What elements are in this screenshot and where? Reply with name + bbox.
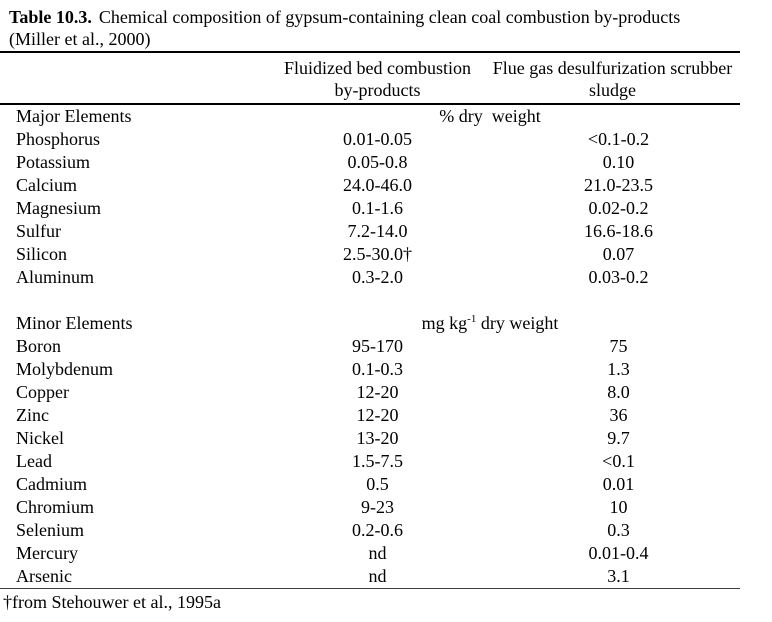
fgd-value-cell: 1.3	[607, 359, 630, 379]
element-name-cell: Zinc	[16, 405, 49, 425]
table-row: Selenium 0.2-0.6 0.3	[0, 519, 740, 542]
fbc-value-cell: 7.2-14.0	[347, 221, 408, 241]
table-row: Sulfur 7.2-14.0 16.6-18.6	[0, 220, 740, 243]
unit-prefix: % dry weight	[439, 106, 541, 126]
column-header-fbc: Fluidized bed combustion by-products	[270, 52, 485, 105]
section-header-row: Minor Elements mg kg-1 dry weight	[0, 312, 740, 335]
fbc-value-cell: 0.3-2.0	[352, 267, 403, 287]
fbc-value-cell: 13-20	[356, 428, 399, 448]
element-name-cell: Calcium	[16, 175, 77, 195]
element-name-cell: Lead	[16, 451, 52, 471]
table-row: Arsenic nd 3.1	[0, 565, 740, 589]
fbc-value-cell: 9-23	[361, 497, 394, 517]
fgd-value-cell: 10	[609, 497, 628, 517]
fgd-value-cell: 36	[609, 405, 628, 425]
section-header-row: Major Elements % dry weight	[0, 104, 740, 128]
header-row: Fluidized bed combustion by-products Flu…	[0, 52, 740, 105]
element-name-cell: Selenium	[16, 520, 84, 540]
fgd-value-cell: 0.07	[602, 244, 635, 264]
table-row: Potassium 0.05-0.8 0.10	[0, 151, 740, 174]
table-row: Magnesium 0.1-1.6 0.02-0.2	[0, 197, 740, 220]
unit-label: mg kg-1 dry weight	[270, 312, 740, 335]
column-header-empty	[0, 52, 270, 105]
composition-table: Fluidized bed combustion by-products Flu…	[0, 51, 740, 589]
table-row: Calcium 24.0-46.0 21.0-23.5	[0, 174, 740, 197]
element-name-cell: Boron	[16, 336, 61, 356]
fbc-value-cell: 0.1-1.6	[352, 198, 403, 218]
unit-prefix: mg kg	[421, 313, 468, 333]
table-body: Major Elements % dry weight Phosphorus 0.01…	[0, 104, 740, 589]
section-name: Major Elements	[16, 106, 132, 126]
element-name-cell: Magnesium	[16, 198, 101, 218]
fgd-value-cell: 0.10	[602, 152, 635, 172]
fbc-value-cell: 0.05-0.8	[347, 152, 408, 172]
fbc-value-cell: 0.5	[366, 474, 389, 494]
table-caption-number: Table 10.3.	[9, 7, 92, 27]
table-row: Molybdenum 0.1-0.3 1.3	[0, 358, 740, 381]
unit-label: % dry weight	[270, 104, 740, 128]
element-name-cell: Chromium	[16, 497, 95, 517]
table-row: Mercury nd 0.01-0.4	[0, 542, 740, 565]
fgd-value-cell: 0.01	[602, 474, 635, 494]
fgd-value-cell: 3.1	[607, 566, 630, 586]
fgd-value-cell: 9.7	[607, 428, 630, 448]
element-name-cell: Potassium	[16, 152, 91, 172]
unit-suffix: dry weight	[476, 313, 559, 333]
unit-superscript: -1	[467, 313, 477, 325]
fgd-value-cell: <0.1	[602, 451, 635, 471]
table-row: Phosphorus 0.01-0.05 <0.1-0.2	[0, 128, 740, 151]
table-row: Zinc 12-20 36	[0, 404, 740, 427]
fgd-value-cell: 0.03-0.2	[588, 267, 649, 287]
fgd-value-cell: 0.01-0.4	[588, 543, 649, 563]
table-row: Silicon 2.5-30.0† 0.07	[0, 243, 740, 266]
fbc-value-cell: 12-20	[356, 405, 399, 425]
fgd-value-cell: 16.6-18.6	[584, 221, 653, 241]
element-name-cell: Nickel	[16, 428, 64, 448]
table-row: Cadmium 0.5 0.01	[0, 473, 740, 496]
spacer-cell	[0, 289, 740, 312]
element-name-cell: Copper	[16, 382, 69, 402]
fbc-value-cell: 2.5-30.0†	[343, 244, 412, 264]
table-header: Fluidized bed combustion by-products Flu…	[0, 52, 740, 105]
fgd-value-cell: 75	[609, 336, 628, 356]
element-name-cell: Silicon	[16, 244, 68, 264]
table-footnote: †from Stehouwer et al., 1995a	[3, 592, 221, 612]
element-name-cell: Sulfur	[16, 221, 61, 241]
fgd-value-cell: <0.1-0.2	[587, 129, 650, 149]
table-caption: Table 10.3. Chemical composition of gypsu…	[9, 6, 762, 28]
fgd-value-cell: 0.02-0.2	[588, 198, 649, 218]
fbc-value-cell: 0.2-0.6	[352, 520, 403, 540]
fgd-value-cell: 21.0-23.5	[584, 175, 653, 195]
column-header-fgd: Flue gas desulfurization scrubber sludge	[485, 52, 740, 105]
table-row: Boron 95-170 75	[0, 335, 740, 358]
table-caption-citation: (Miller et al., 2000)	[9, 29, 151, 49]
element-name-cell: Mercury	[16, 543, 78, 563]
fbc-value-cell: nd	[368, 543, 387, 563]
fbc-value-cell: 0.1-0.3	[352, 359, 403, 379]
fbc-value-cell: 1.5-7.5	[352, 451, 403, 471]
fgd-value-cell: 0.3	[607, 520, 630, 540]
table-row: Nickel 13-20 9.7	[0, 427, 740, 450]
fbc-value-cell: nd	[368, 566, 387, 586]
table-row: Aluminum 0.3-2.0 0.03-0.2	[0, 266, 740, 289]
element-name-cell: Arsenic	[16, 566, 72, 586]
table-row: Lead 1.5-7.5 <0.1	[0, 450, 740, 473]
element-name-cell: Phosphorus	[16, 129, 101, 149]
element-name-cell: Cadmium	[16, 474, 87, 494]
spacer-row	[0, 289, 740, 312]
section-name: Minor Elements	[16, 313, 133, 333]
table-row: Chromium 9-23 10	[0, 496, 740, 519]
table-caption-text: Chemical composition of gypsum-containin…	[98, 7, 681, 27]
fbc-value-cell: 95-170	[352, 336, 403, 356]
element-name-cell: Aluminum	[16, 267, 95, 287]
fbc-value-cell: 24.0-46.0	[343, 175, 412, 195]
fbc-value-cell: 0.01-0.05	[343, 129, 412, 149]
element-name-cell: Molybdenum	[16, 359, 113, 379]
table-row: Copper 12-20 8.0	[0, 381, 740, 404]
fgd-value-cell: 8.0	[607, 382, 630, 402]
fbc-value-cell: 12-20	[356, 382, 399, 402]
